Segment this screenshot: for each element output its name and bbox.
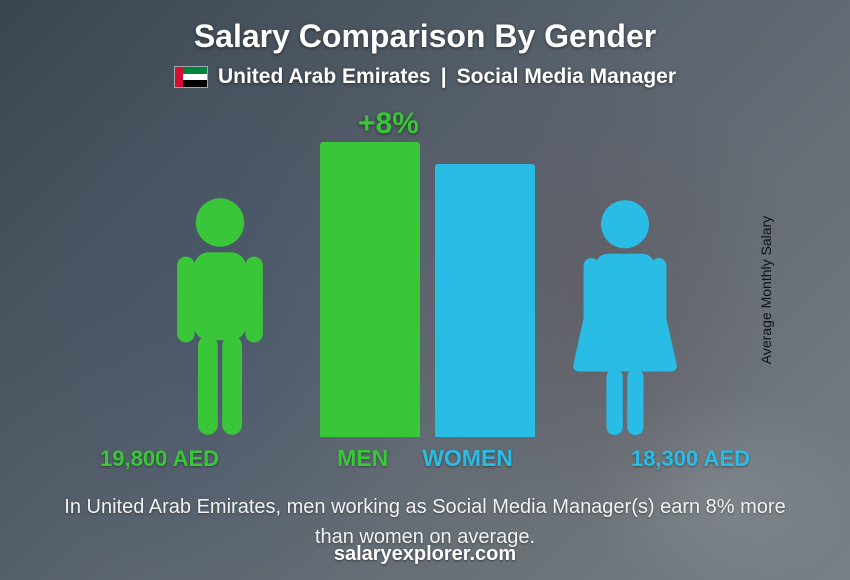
- subtitle-row: United Arab Emirates | Social Media Mana…: [0, 65, 850, 89]
- chart-area: +8%: [125, 107, 725, 437]
- percentage-badge: +8%: [358, 107, 419, 141]
- source-footer: salaryexplorer.com: [0, 543, 850, 566]
- separator: |: [441, 65, 447, 89]
- bar-men: [320, 142, 420, 437]
- role-label: Social Media Manager: [457, 65, 676, 89]
- female-icon: [565, 197, 685, 437]
- country-label: United Arab Emirates: [218, 65, 431, 89]
- women-label: WOMEN: [422, 445, 513, 472]
- page-title: Salary Comparison By Gender: [0, 0, 850, 55]
- women-salary: 18,300 AED: [631, 446, 750, 472]
- male-icon: [165, 195, 275, 437]
- bar-women: [435, 164, 535, 437]
- y-axis-label: Average Monthly Salary: [758, 216, 774, 364]
- men-label: MEN: [337, 445, 388, 472]
- men-salary: 19,800 AED: [100, 446, 219, 472]
- uae-flag-icon: [174, 66, 208, 88]
- labels-row: 19,800 AED MEN WOMEN 18,300 AED: [100, 445, 750, 472]
